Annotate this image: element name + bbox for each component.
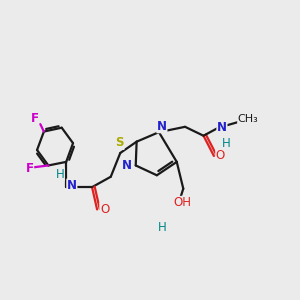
Text: H: H (222, 137, 231, 150)
Text: N: N (67, 179, 77, 192)
Text: S: S (116, 136, 124, 149)
Text: O: O (100, 203, 109, 216)
Text: N: N (217, 121, 227, 134)
Text: N: N (157, 120, 167, 133)
Text: F: F (30, 112, 38, 125)
Text: H: H (158, 221, 166, 234)
Text: N: N (122, 159, 132, 172)
Text: OH: OH (173, 196, 191, 209)
Text: CH₃: CH₃ (238, 114, 259, 124)
Text: O: O (216, 148, 225, 162)
Text: F: F (26, 162, 34, 175)
Text: H: H (56, 168, 64, 181)
